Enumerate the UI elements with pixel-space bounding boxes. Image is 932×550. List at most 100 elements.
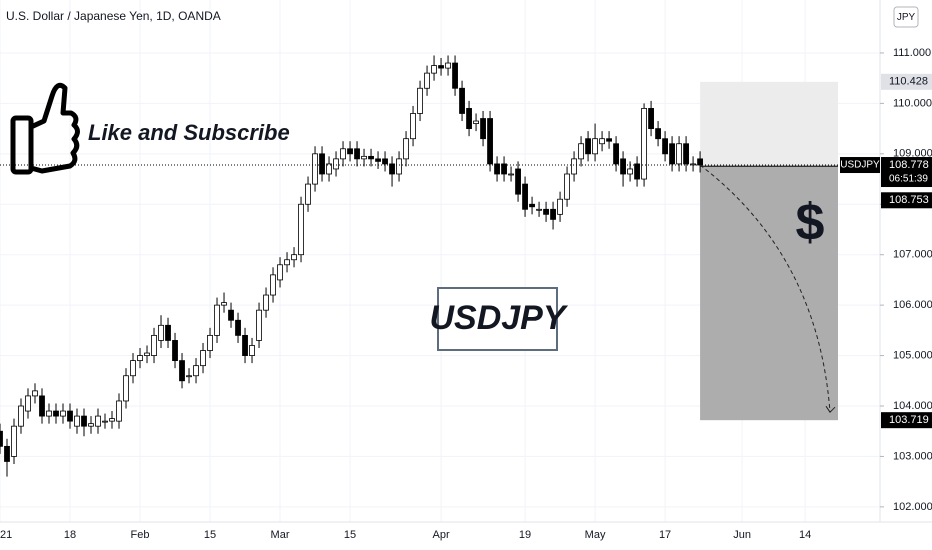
axis-layer: 102.000 103.000 104.000 105.000 106.000 107.0… <box>0 47 932 541</box>
candle-body <box>382 158 388 165</box>
candle-body <box>564 173 570 200</box>
candle-body <box>130 360 136 377</box>
target-tag-label: 110.428 <box>889 76 928 88</box>
candle-body <box>214 304 220 336</box>
candle-body <box>298 203 304 256</box>
entry-tag-label: 108.753 <box>889 194 929 206</box>
overlay-layer: $ <box>0 164 880 413</box>
candle-body <box>536 208 542 211</box>
thumbs-up-icon <box>10 82 80 175</box>
candle-body <box>60 410 66 417</box>
x-tick-label: 18 <box>64 529 76 541</box>
candle-layer <box>0 55 703 477</box>
x-tick-label: 2021 <box>0 529 12 541</box>
candle-body <box>515 168 521 195</box>
candle-body <box>25 395 31 412</box>
candle-body <box>676 143 682 165</box>
candle-body <box>613 143 619 165</box>
candle-body <box>333 158 339 170</box>
candle-body <box>620 158 626 175</box>
candle-body <box>634 163 640 180</box>
projection-arrowhead <box>825 405 836 413</box>
candle-body <box>270 274 276 296</box>
candle-body <box>522 183 528 210</box>
candle-body <box>655 128 661 140</box>
candle-body <box>557 198 563 215</box>
x-tick-label: 19 <box>519 529 531 541</box>
candle-body <box>32 390 38 397</box>
y-tick-label: 111.000 <box>893 47 931 59</box>
x-tick-label: Feb <box>131 529 150 541</box>
candle-body <box>228 309 234 321</box>
symbol-box <box>437 287 558 351</box>
candle-body <box>137 355 143 362</box>
x-tick-label: 14 <box>799 529 811 541</box>
candle-body <box>74 415 80 427</box>
x-tick-label: Mar <box>271 529 290 541</box>
candle-body <box>291 254 297 261</box>
candle-body <box>487 118 493 165</box>
candle-body <box>648 108 654 130</box>
x-tick-label: Jun <box>733 529 751 541</box>
candle-body <box>452 62 458 89</box>
candle-body <box>18 405 24 427</box>
candle-body <box>95 415 101 427</box>
last-price-tag <box>881 157 932 188</box>
candle-body <box>4 445 10 462</box>
candle-body <box>151 334 157 356</box>
symbol-tag <box>840 157 880 174</box>
candle-body <box>641 108 647 180</box>
candle-body <box>102 420 108 423</box>
x-tick-label: 15 <box>204 529 216 541</box>
x-tick-label: Apr <box>432 529 449 541</box>
candle-body <box>410 113 416 140</box>
candle-body <box>116 400 122 422</box>
y-tick-label: 110.000 <box>893 97 932 109</box>
candle-body <box>312 153 318 185</box>
candle-body <box>627 168 633 175</box>
candle-body <box>368 155 374 160</box>
candle-body <box>235 319 241 336</box>
candle-body <box>207 334 213 351</box>
candle-body <box>340 148 346 160</box>
candle-body <box>186 375 192 378</box>
candle-body <box>46 410 52 417</box>
candle-body <box>11 425 17 457</box>
candle-body <box>431 65 437 74</box>
candle-body <box>445 62 451 69</box>
candle-body <box>417 87 423 114</box>
position-lower-zone <box>700 166 838 421</box>
y-tick-label: 105.000 <box>893 349 932 361</box>
x-tick-label: May <box>585 529 606 541</box>
y-tick-label: 107.000 <box>893 249 932 261</box>
stop-tag <box>881 412 932 429</box>
candle-body <box>606 138 612 142</box>
candle-body <box>683 143 689 165</box>
position-upper-zone <box>700 81 838 167</box>
candle-body <box>389 163 395 175</box>
candle-body <box>144 352 150 356</box>
grid-layer <box>0 0 880 522</box>
candle-body <box>109 418 115 422</box>
candle-body <box>284 259 290 266</box>
candle-body <box>0 430 3 447</box>
candle-body <box>347 148 353 155</box>
candle-body <box>88 423 94 427</box>
candle-body <box>473 120 479 124</box>
candle-body <box>165 324 171 341</box>
position-layer <box>700 81 838 421</box>
y-tick-label: 106.000 <box>893 299 932 311</box>
candle-body <box>242 334 248 356</box>
chart-title: U.S. Dollar / Japanese Yen, 1D, OANDA <box>6 9 221 23</box>
candle-body <box>375 158 381 162</box>
candle-body <box>256 309 262 341</box>
candle-body <box>480 118 486 140</box>
candle-body <box>305 183 311 205</box>
last-price-label: 108.778 <box>889 159 929 171</box>
projection-curve <box>699 164 831 413</box>
candle-body <box>200 350 206 367</box>
currency-box[interactable] <box>893 6 919 28</box>
candle-body <box>494 163 500 175</box>
symbol-box-text: USDJPY <box>429 299 568 337</box>
